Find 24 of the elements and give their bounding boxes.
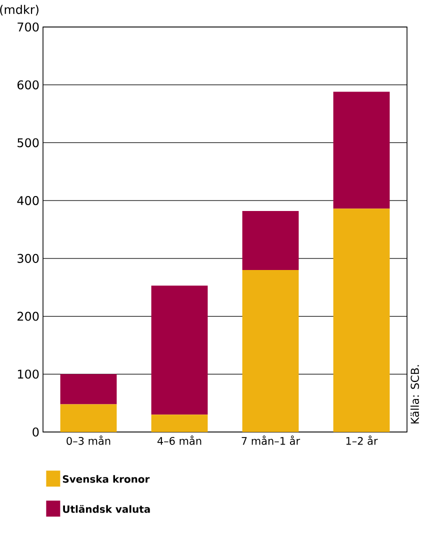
bar: [333, 208, 390, 432]
bar: [60, 404, 117, 432]
text: Källa: SCB.: [410, 365, 420, 424]
y-tick-label: 200: [18, 312, 39, 321]
bar: [242, 270, 299, 432]
x-tick-label: 4–6 mån: [157, 436, 202, 445]
x-tick-label: 1–2 år: [346, 436, 378, 445]
legend-label: Svenska kronor: [62, 475, 150, 483]
bar: [60, 374, 117, 404]
y-tick-label: 700: [18, 22, 39, 32]
y-tick-label: 500: [18, 138, 39, 148]
x-tick-label: 7 mån–1 år: [242, 436, 300, 445]
y-tick-label: 600: [17, 80, 39, 90]
y-tick-label: 100: [18, 370, 39, 379]
bar: [151, 414, 208, 432]
bar: [151, 286, 208, 415]
x-tick-label: 0–3 mån: [66, 436, 110, 445]
y-axis-title: (mdkr): [0, 4, 38, 16]
bar: [242, 210, 299, 270]
y-tick-label: 400: [17, 196, 39, 206]
bar: [333, 92, 390, 209]
legend-label: Utländsk valuta: [63, 505, 150, 513]
y-tick-label: 0: [32, 427, 39, 437]
y-tick-label: 300: [18, 254, 39, 263]
